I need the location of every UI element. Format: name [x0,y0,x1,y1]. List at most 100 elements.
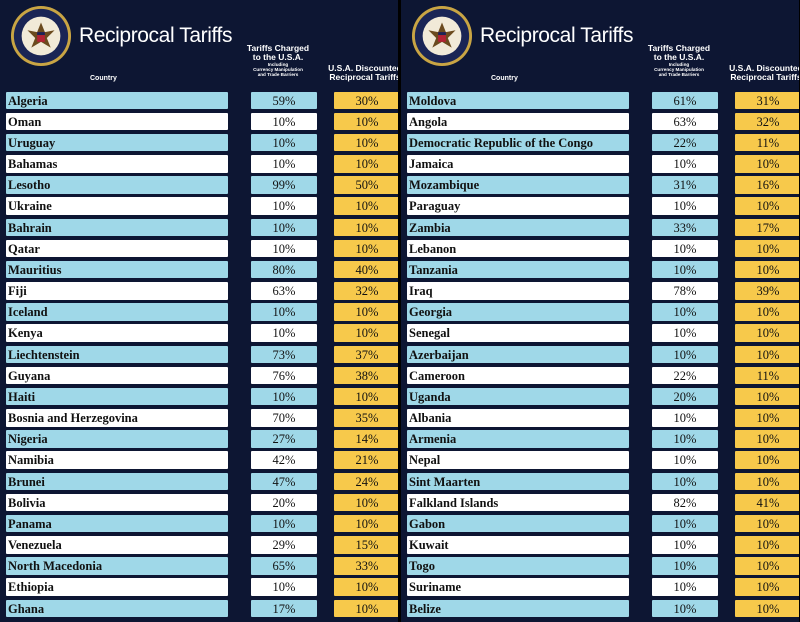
table-row: Liechtenstein 73% 37% [0,344,398,365]
page-title: Reciprocal Tariffs [480,24,634,47]
country-cell: Iceland [6,303,228,321]
presidential-seal-icon [411,5,473,67]
header-charged-line2: to the U.S.A. [653,52,705,62]
table-row: Haiti 10% 10% [0,386,398,407]
tariff-charged-cell: 10% [652,324,718,342]
country-cell: Kuwait [407,536,629,554]
table-rows: Moldova 61% 31% Angola 63% 32% Democratic Repu… [401,90,799,619]
seal-graphic [411,5,473,67]
tariff-discounted-cell: 35% [334,409,398,427]
table-row: Lebanon 10% 10% [401,238,799,259]
tariff-discounted-cell: 10% [735,557,799,575]
table-row: Bosnia and Herzegovina 70% 35% [0,408,398,429]
country-cell: Iraq [407,282,629,300]
table-row: Democratic Republic of the Congo 22% 11% [401,132,799,153]
tariff-discounted-cell: 10% [334,218,398,237]
country-cell: Jamaica [407,155,629,173]
tariff-charged-cell: 10% [251,112,317,131]
tariff-discounted-cell: 38% [334,366,398,385]
country-cell: Bahrain [6,218,228,237]
tariff-charged-cell: 10% [652,345,718,364]
country-cell: Nigeria [6,430,228,448]
country-cell: Democratic Republic of the Congo [407,133,629,152]
tariff-discounted-cell: 10% [334,514,398,533]
table-row: Togo 10% 10% [401,556,799,577]
country-cell: Falkland Islands [407,493,629,512]
country-cell: Togo [407,557,629,575]
tariff-discounted-cell: 16% [735,176,799,194]
tariff-discounted-cell: 50% [334,176,398,194]
tariff-discounted-cell: 10% [334,599,398,618]
table-row: Bahamas 10% 10% [0,154,398,175]
tariff-discounted-cell: 10% [334,578,398,596]
country-cell: Armenia [407,430,629,448]
header-charged-line5: and Trade Barriers [658,72,700,77]
tariff-charged-cell: 10% [251,239,317,258]
tariff-discounted-cell: 10% [334,155,398,173]
table-row: Kuwait 10% 10% [401,535,799,556]
seal-graphic [10,5,72,67]
table-row: Georgia 10% 10% [401,302,799,323]
country-cell: Uruguay [6,133,228,152]
country-cell: Liechtenstein [6,345,228,364]
tariff-charged-cell: 10% [251,218,317,237]
table-row: Venezuela 29% 15% [0,535,398,556]
tariff-discounted-cell: 10% [334,324,398,342]
table-row: Jamaica 10% 10% [401,154,799,175]
table-row: Nigeria 27% 14% [0,429,398,450]
table-row: Iceland 10% 10% [0,302,398,323]
tariff-discounted-cell: 10% [334,133,398,152]
tariff-charged-cell: 20% [251,493,317,512]
presidential-seal-icon [10,5,72,67]
table-row: Paraguay 10% 10% [401,196,799,217]
tariff-discounted-cell: 33% [334,557,398,575]
tariff-charged-cell: 10% [251,303,317,321]
tariff-discounted-cell: 21% [334,451,398,469]
header-charged-line1: Tariffs Charged [647,43,711,53]
tariff-charged-cell: 10% [652,536,718,554]
tariff-discounted-cell: 10% [334,493,398,512]
tariff-charged-cell: 10% [251,514,317,533]
table-row: Sint Maarten 10% 10% [401,471,799,492]
country-cell: Tanzania [407,260,629,279]
table-row: Gabon 10% 10% [401,513,799,534]
tariff-charged-cell: 73% [251,345,317,364]
tariff-discounted-cell: 11% [735,366,799,385]
country-cell: Venezuela [6,536,228,554]
tariff-charged-cell: 10% [652,409,718,427]
tariff-charged-cell: 29% [251,536,317,554]
tariff-discounted-cell: 32% [334,282,398,300]
tariff-discounted-cell: 15% [334,536,398,554]
country-cell: Namibia [6,451,228,469]
tariff-discounted-cell: 10% [735,260,799,279]
tariff-charged-cell: 59% [251,91,317,109]
country-cell: Mozambique [407,176,629,194]
country-cell: Angola [407,112,629,131]
header-charged-line3: Including [668,62,690,67]
tariff-charged-cell: 63% [652,112,718,131]
tariff-discounted-cell: 10% [735,599,799,618]
country-cell: North Macedonia [6,557,228,575]
table-row: Namibia 42% 21% [0,450,398,471]
tariff-charged-cell: 76% [251,366,317,385]
country-cell: Uganda [407,387,629,406]
table-row: Fiji 63% 32% [0,281,398,302]
tariff-discounted-cell: 10% [735,239,799,258]
country-cell: Azerbaijan [407,345,629,364]
header-discounted-line2: Reciprocal Tariffs [329,72,398,82]
table-row: Moldova 61% 31% [401,90,799,111]
country-cell: Ethiopia [6,578,228,596]
country-cell: Mauritius [6,260,228,279]
country-cell: Cameroon [407,366,629,385]
tariff-charged-cell: 20% [652,387,718,406]
country-cell: Bahamas [6,155,228,173]
table-row: Lesotho 99% 50% [0,175,398,196]
tariff-charged-cell: 10% [652,557,718,575]
tariff-charged-cell: 70% [251,409,317,427]
country-cell: Albania [407,409,629,427]
tariff-charged-cell: 65% [251,557,317,575]
tariff-charged-cell: 27% [251,430,317,448]
tariff-discounted-cell: 10% [334,112,398,131]
tariff-charged-cell: 10% [652,430,718,448]
tariff-charged-cell: 10% [652,239,718,258]
